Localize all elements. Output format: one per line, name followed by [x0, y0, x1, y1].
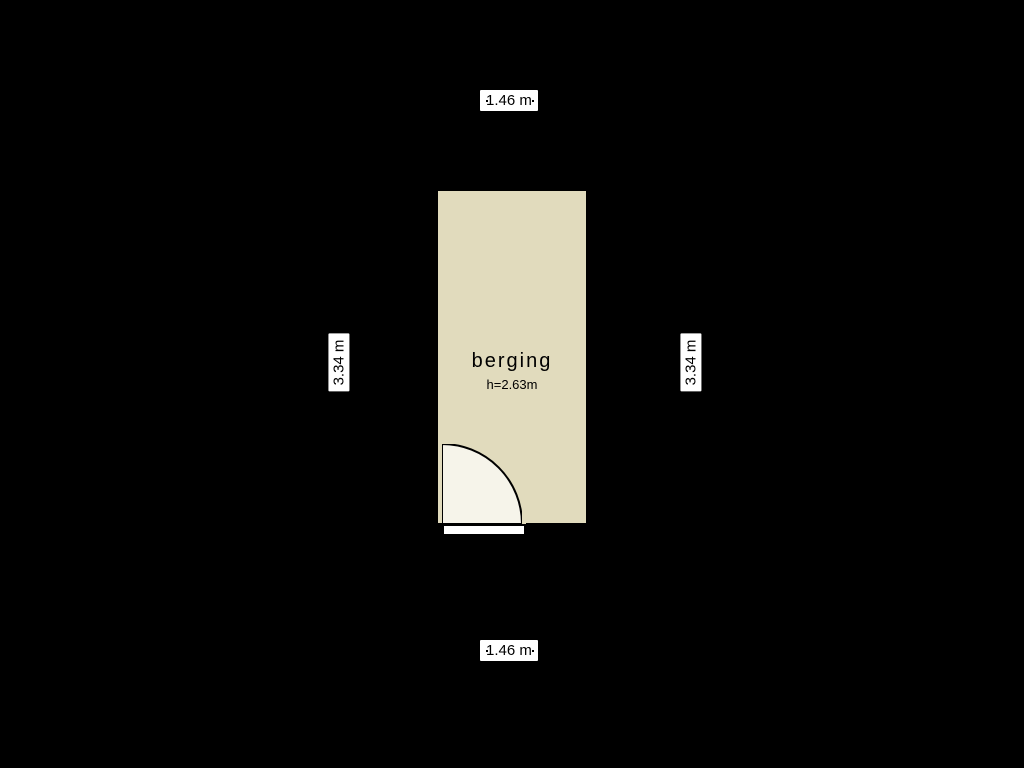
- dimension-bottom: 1.46 m: [480, 640, 538, 661]
- room-name: berging: [432, 350, 592, 373]
- dimension-top: 1.46 m: [480, 90, 538, 111]
- dimension-left: 3.34 m: [328, 334, 349, 392]
- door-arc-svg: [442, 444, 522, 524]
- door-threshold: [442, 524, 526, 536]
- wall-bottom-left: [432, 523, 442, 533]
- room-height-label: h=2.63m: [432, 377, 592, 392]
- door-arc-path: [442, 444, 522, 524]
- room-label-group: berging h=2.63m: [432, 350, 592, 392]
- wall-bottom-right: [526, 523, 592, 533]
- wall-top: [432, 185, 592, 191]
- door-swing-arc: [442, 444, 522, 524]
- dimension-right: 3.34 m: [680, 334, 701, 392]
